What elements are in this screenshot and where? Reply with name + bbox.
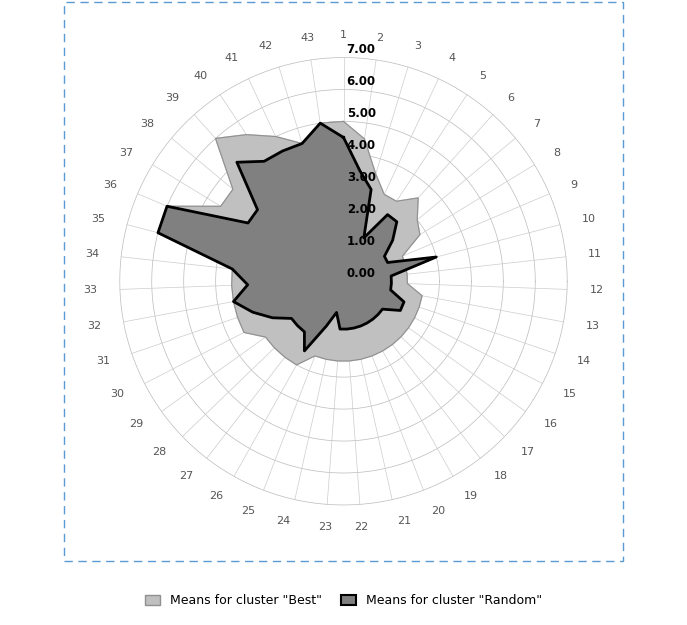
Text: 10: 10	[582, 214, 596, 224]
Text: 7: 7	[532, 119, 540, 129]
Text: 5: 5	[480, 71, 486, 81]
Text: 34: 34	[85, 249, 99, 259]
Text: 12: 12	[589, 285, 604, 295]
Text: 41: 41	[225, 53, 239, 63]
Text: 22: 22	[354, 522, 369, 532]
Text: 1: 1	[340, 30, 347, 40]
Text: 11: 11	[588, 249, 602, 259]
Text: 21: 21	[397, 516, 411, 526]
Text: 43: 43	[301, 32, 315, 43]
Text: 7.00: 7.00	[347, 43, 376, 56]
Text: 2.00: 2.00	[347, 202, 376, 216]
Text: 1.00: 1.00	[347, 235, 376, 248]
Text: 42: 42	[258, 41, 273, 51]
Polygon shape	[158, 123, 436, 351]
Text: 0.00: 0.00	[347, 267, 376, 279]
Polygon shape	[167, 121, 422, 365]
Text: 2: 2	[376, 32, 383, 43]
Text: 23: 23	[319, 522, 333, 532]
Text: 33: 33	[84, 285, 98, 295]
Text: 20: 20	[431, 506, 446, 516]
Text: 5.00: 5.00	[347, 107, 376, 120]
Text: 3: 3	[414, 41, 421, 51]
Text: 17: 17	[521, 447, 534, 457]
Text: 32: 32	[87, 321, 102, 331]
Text: 19: 19	[464, 491, 478, 501]
Text: 31: 31	[97, 356, 111, 366]
Text: 8: 8	[554, 148, 561, 158]
Legend: Means for cluster "Best", Means for cluster "Random": Means for cluster "Best", Means for clus…	[140, 589, 547, 612]
Text: 13: 13	[585, 321, 600, 331]
Text: 28: 28	[152, 447, 166, 457]
Text: 9: 9	[570, 180, 577, 190]
Text: 30: 30	[111, 389, 124, 399]
Text: 14: 14	[576, 356, 591, 366]
Text: 6.00: 6.00	[347, 75, 376, 88]
Text: 4.00: 4.00	[347, 139, 376, 152]
Text: 26: 26	[209, 491, 223, 501]
Text: 18: 18	[494, 471, 508, 481]
Text: 36: 36	[103, 180, 117, 190]
Text: 40: 40	[194, 71, 207, 81]
Text: 39: 39	[165, 93, 179, 103]
Text: 6: 6	[508, 93, 515, 103]
Text: 24: 24	[275, 516, 290, 526]
Text: 16: 16	[543, 419, 558, 429]
Text: 15: 15	[563, 389, 576, 399]
Text: 37: 37	[120, 148, 133, 158]
Text: 29: 29	[129, 419, 144, 429]
Text: 35: 35	[91, 214, 105, 224]
Text: 4: 4	[448, 53, 455, 63]
Text: 3.00: 3.00	[347, 171, 376, 184]
Text: 38: 38	[140, 119, 155, 129]
Text: 25: 25	[241, 506, 256, 516]
Text: 27: 27	[179, 471, 193, 481]
